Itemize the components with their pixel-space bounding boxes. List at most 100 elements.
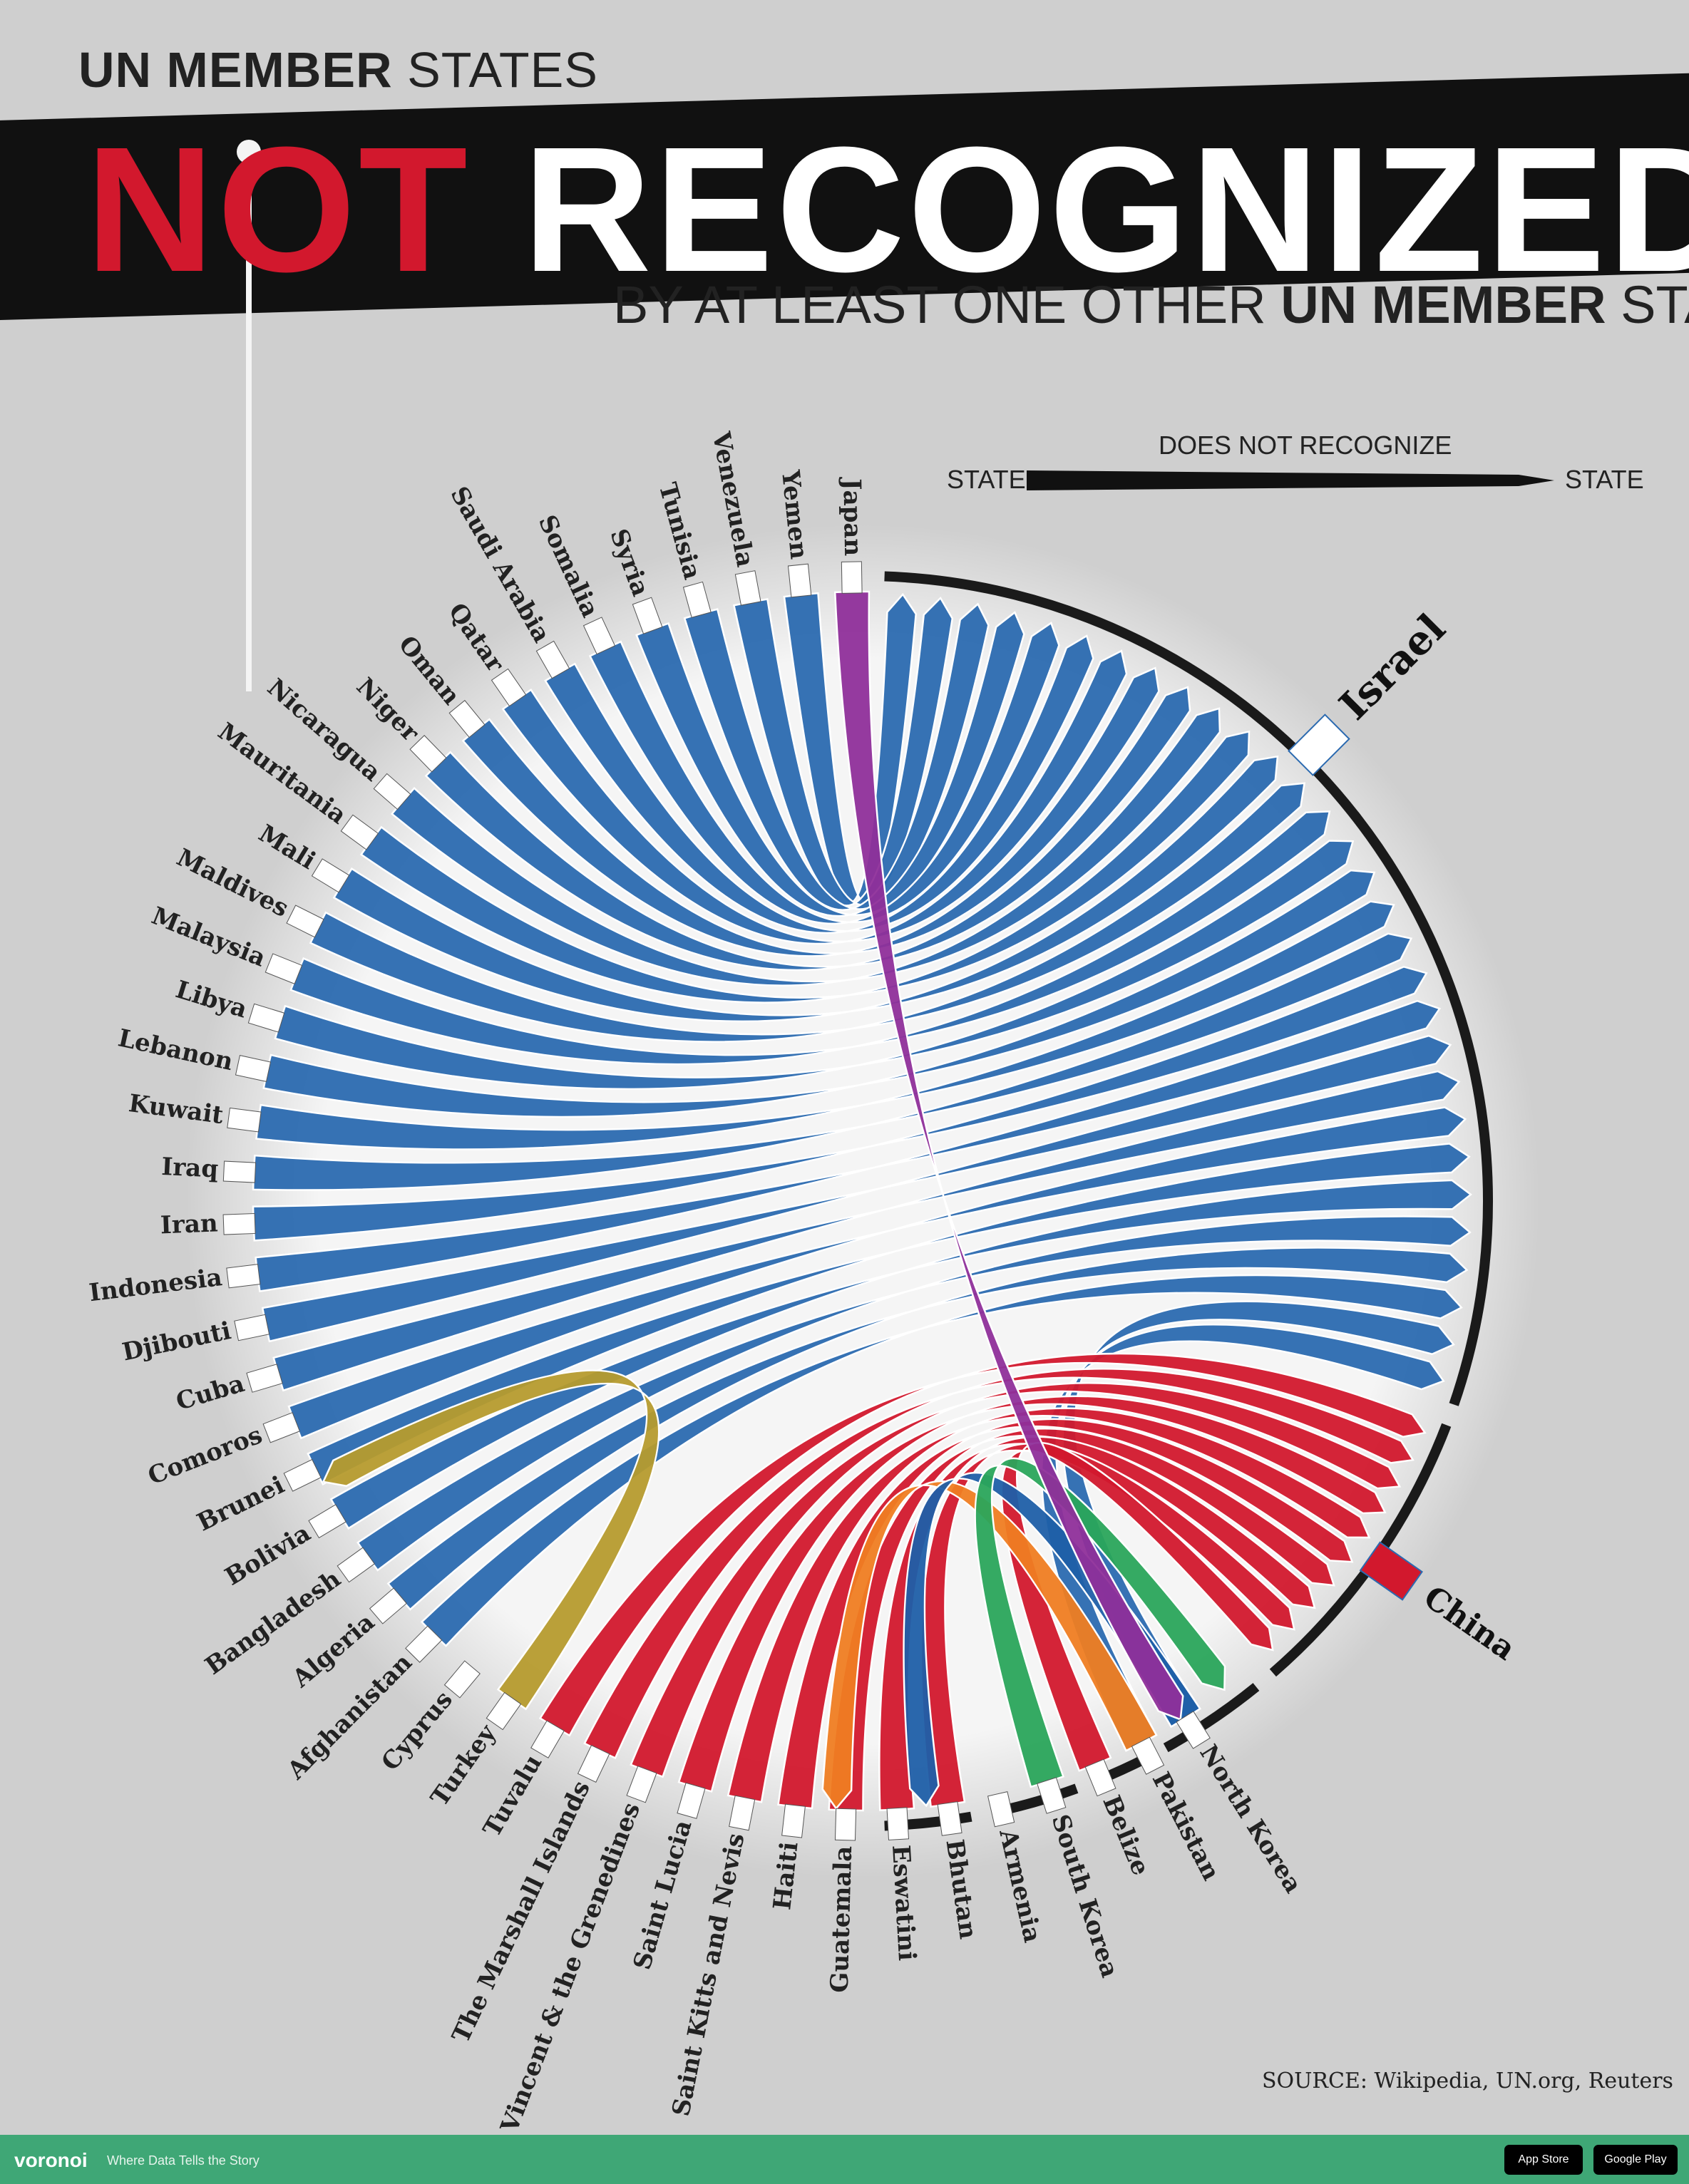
flag-indonesia-icon: [226, 1264, 261, 1289]
flag-yemen-icon: [787, 563, 812, 598]
ribbon-malaysia-to-israel: [289, 810, 1331, 1066]
app-store-badge[interactable]: App Store: [1504, 2145, 1583, 2175]
flag-mali-icon: [311, 858, 350, 893]
flag-somalia-icon: [582, 617, 616, 655]
subtitle: BY AT LEAST ONE OTHER UN MEMBER STATE: [613, 274, 1689, 335]
flag-niger-icon: [409, 735, 447, 773]
google-play-badge[interactable]: Google Play: [1593, 2145, 1678, 2175]
flag-mauritania-icon: [340, 814, 379, 850]
ribbon-mali-to-israel: [332, 755, 1279, 1023]
ribbon-oman-to-israel: [461, 666, 1160, 957]
ribbon-libya-to-israel: [274, 840, 1355, 1091]
flag-comoros-icon: [262, 1412, 300, 1443]
flag-japan-icon: [841, 561, 863, 594]
ribbon-maldives-to-israel: [309, 782, 1306, 1043]
ribbon-indonesia-to-israel: [255, 999, 1442, 1292]
label-eswatini: Eswatini: [886, 1844, 921, 1962]
flag-south-korea-icon: [1037, 1777, 1067, 1814]
flag-qatar-icon: [491, 668, 527, 707]
legend-arrow: [1027, 470, 1554, 490]
brand-tagline: Where Data Tells the Story: [107, 2153, 260, 2168]
flag-saint-kitts-and-nevis-icon: [729, 1795, 756, 1831]
flag-tunisia-icon: [682, 581, 712, 618]
ribbon-tuvalu-to-china: [538, 1352, 1427, 1737]
flag-djibouti-icon: [234, 1314, 270, 1341]
flag-eswatini-icon: [886, 1807, 910, 1840]
kicker-rest: STATES: [392, 42, 598, 98]
flagpole: [246, 150, 252, 691]
ribbon-somalia-to-israel: [588, 622, 1060, 925]
flag-guatemala-icon: [834, 1808, 857, 1841]
footer: voronoi Where Data Tells the Story App S…: [0, 2135, 1689, 2184]
label-guatemala: Guatemala: [826, 1845, 858, 1993]
flag-oman-icon: [448, 699, 486, 738]
flag-syria-icon: [632, 597, 663, 634]
ribbon-japan-to-north-korea: [833, 590, 1184, 1721]
flag-nicaragua-icon: [373, 773, 411, 810]
ribbon-comoros-to-israel: [287, 1106, 1467, 1440]
legend-title: DOES NOT RECOGNIZE: [1159, 431, 1452, 460]
ribbon-eswatini-to-china: [878, 1436, 1316, 1811]
legend-right-label: STATE: [1565, 465, 1644, 494]
source-note: SOURCE: Wikipedia, UN.org, Reuters: [1262, 2069, 1673, 2093]
main-title: NOT RECOGNIZED: [86, 107, 1689, 311]
flag-haiti-icon: [781, 1803, 806, 1838]
flag-north-korea-icon: [1176, 1711, 1211, 1749]
ribbon-saint-lucia-to-china: [677, 1395, 1387, 1793]
ribbon-lebanon-to-israel: [262, 869, 1376, 1118]
flag-saudi-arabia-icon: [535, 640, 570, 679]
subtitle-part2: UN MEMBER: [1280, 275, 1606, 334]
flag-bolivia-icon: [308, 1504, 346, 1539]
ribbon-saint-vincent-the-grenedines-to-china: [630, 1382, 1402, 1778]
flag-iraq-icon: [222, 1160, 257, 1183]
ribbon-saint-kitts-and-nevis-to-china: [727, 1407, 1371, 1803]
kicker-bold: UN MEMBER: [78, 42, 393, 98]
ribbon-iraq-to-israel: [252, 932, 1413, 1191]
flag-china-icon: [1359, 1541, 1423, 1601]
ribbon-turkey-to-cyprus: [322, 1369, 660, 1711]
flag-maldives-icon: [286, 905, 324, 938]
ribbon-niger-to-israel: [424, 686, 1191, 972]
ribbon-nicaragua-to-israel: [390, 707, 1221, 987]
ribbon-afghanistan-to-israel: [420, 1274, 1463, 1647]
ribbon-algeria-to-israel: [386, 1247, 1469, 1611]
flag-kuwait-icon: [227, 1107, 262, 1133]
flag-cyprus-icon: [443, 1660, 481, 1699]
label-iran: Iran: [160, 1209, 218, 1240]
title-recognized: RECOGNIZED: [470, 110, 1689, 309]
flag-saint-vincent-the-grenedines-icon: [626, 1766, 657, 1803]
label-the-marshall-islands: The Marshall Islands: [446, 1776, 596, 2047]
flag-israel-icon: [1288, 714, 1350, 776]
ribbon-tunisia-to-israel: [683, 602, 990, 911]
ribbon-qatar-to-israel: [501, 649, 1128, 945]
ribbon-belize-to-china: [1000, 1441, 1274, 1772]
flagpole-ball: [237, 140, 261, 164]
ribbon-djibouti-to-israel: [261, 1034, 1452, 1343]
label-target-israel: Israel: [1330, 605, 1454, 729]
title-not: NOT: [86, 110, 471, 309]
legend-left-label: STATE: [947, 465, 1026, 494]
ribbon-bangladesh-to-israel: [356, 1215, 1472, 1572]
flag-belize-icon: [1084, 1758, 1116, 1797]
flag-libya-icon: [247, 1003, 285, 1033]
target-arc-north-korea: [1163, 1683, 1260, 1753]
flag-bangladesh-icon: [337, 1547, 375, 1583]
ribbon-brunei-to-israel: [307, 1143, 1471, 1486]
flag-venezuela-icon: [734, 570, 761, 606]
ribbons: [252, 590, 1472, 1812]
ribbon-iran-to-israel: [252, 966, 1428, 1242]
ribbon-kuwait-to-israel: [255, 900, 1395, 1150]
flag-iran-icon: [222, 1212, 256, 1235]
ribbon-south-korea-to-north-korea: [974, 1457, 1226, 1788]
target-arc-israel: [884, 571, 1493, 1406]
ribbon-saudi-arabia-to-israel: [544, 634, 1094, 934]
flag-cuba-icon: [246, 1364, 283, 1393]
subtitle-part1: BY AT LEAST ONE OTHER: [613, 275, 1281, 334]
brand-logo[interactable]: voronoi: [14, 2149, 88, 2171]
flag-algeria-icon: [369, 1587, 407, 1624]
label-target-china: China: [1417, 1579, 1522, 1668]
kicker: UN MEMBER STATES: [78, 41, 598, 98]
ribbon-cuba-to-israel: [272, 1070, 1461, 1392]
